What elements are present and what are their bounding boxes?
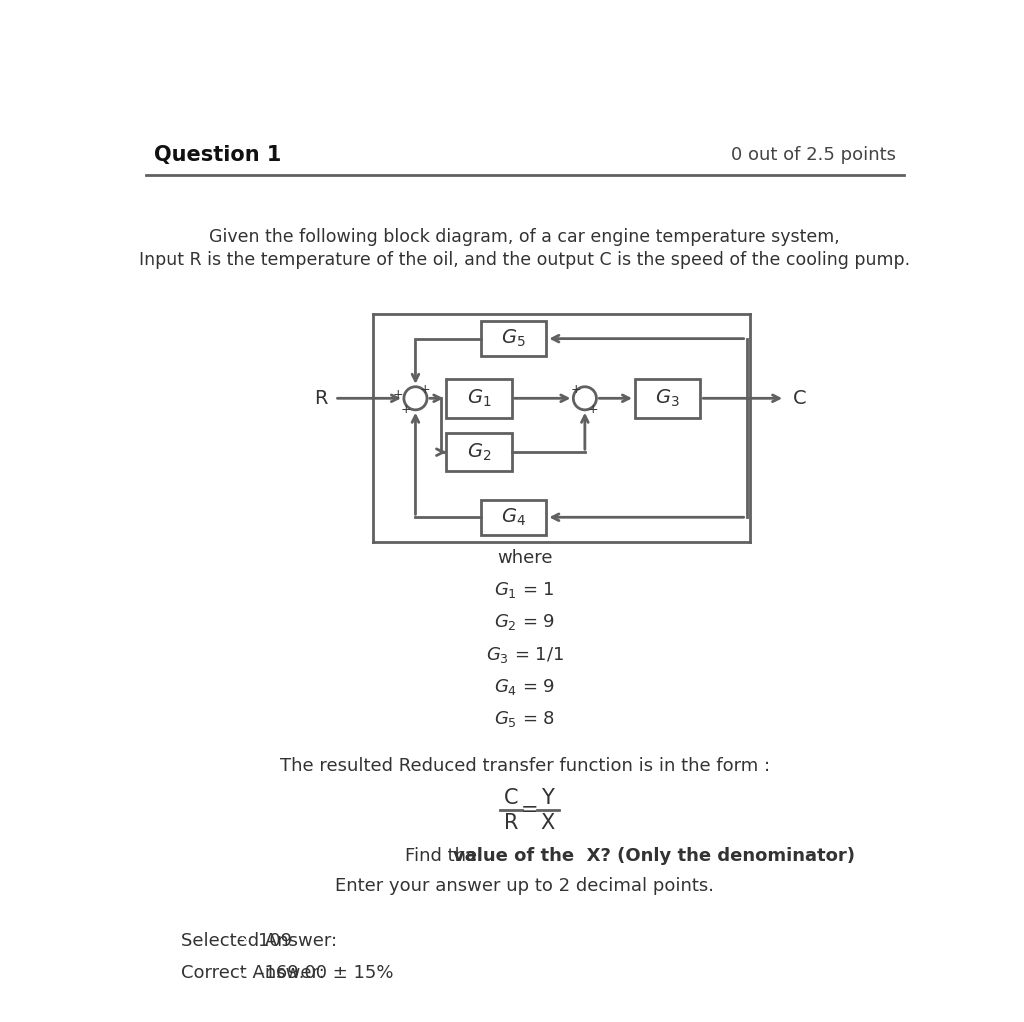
Text: Given the following block diagram, of a car engine temperature system,: Given the following block diagram, of a … — [210, 228, 840, 245]
Text: +: + — [570, 382, 581, 396]
Text: X: X — [541, 812, 555, 833]
Circle shape — [573, 386, 596, 410]
Text: Selected Answer:: Selected Answer: — [180, 932, 337, 950]
Text: $G_2$ = 9: $G_2$ = 9 — [495, 612, 555, 633]
Text: Find the: Find the — [406, 847, 483, 866]
Text: C: C — [793, 388, 806, 408]
Text: $G_3$ = 1/1: $G_3$ = 1/1 — [485, 645, 564, 664]
Circle shape — [237, 933, 253, 949]
Text: +: + — [420, 382, 430, 396]
Text: Y: Y — [542, 788, 554, 808]
Text: 0 out of 2.5 points: 0 out of 2.5 points — [731, 146, 896, 164]
Text: value of the  X? (Only the denominator): value of the X? (Only the denominator) — [454, 847, 855, 866]
Bar — [481, 321, 547, 356]
Text: +: + — [392, 388, 403, 401]
Text: Enter your answer up to 2 decimal points.: Enter your answer up to 2 decimal points… — [335, 877, 715, 894]
Text: where: where — [497, 549, 553, 566]
Bar — [635, 379, 700, 418]
Text: $G_4$: $G_4$ — [501, 507, 526, 528]
Text: $G_4$ = 9: $G_4$ = 9 — [495, 677, 555, 697]
Circle shape — [403, 386, 427, 410]
Text: =: = — [520, 800, 539, 821]
Text: $G_5$: $G_5$ — [502, 328, 526, 350]
Text: $G_3$: $G_3$ — [655, 387, 680, 409]
Text: 109: 109 — [258, 932, 293, 950]
Text: ✕: ✕ — [240, 935, 250, 947]
Text: $G_1$: $G_1$ — [467, 387, 492, 409]
Circle shape — [237, 965, 253, 982]
Bar — [446, 379, 512, 418]
Text: ✓: ✓ — [239, 967, 250, 980]
Text: C: C — [504, 788, 518, 808]
Text: $G_2$: $G_2$ — [467, 442, 492, 463]
Text: Input R is the temperature of the oil, and the output C is the speed of the cool: Input R is the temperature of the oil, a… — [139, 250, 910, 269]
Text: Correct Answer:: Correct Answer: — [180, 965, 325, 982]
Text: R: R — [504, 812, 518, 833]
Text: +: + — [401, 403, 412, 416]
Text: The resulted Reduced transfer function is in the form :: The resulted Reduced transfer function i… — [280, 756, 770, 775]
Text: Question 1: Question 1 — [154, 145, 281, 165]
Bar — [446, 433, 512, 471]
Bar — [481, 500, 547, 535]
Text: $G_1$ = 1: $G_1$ = 1 — [495, 580, 555, 600]
Text: $G_5$ = 8: $G_5$ = 8 — [495, 709, 555, 730]
Text: R: R — [314, 388, 328, 408]
Text: +: + — [587, 403, 598, 416]
Text: -169.00 ± 15%: -169.00 ± 15% — [258, 965, 394, 982]
